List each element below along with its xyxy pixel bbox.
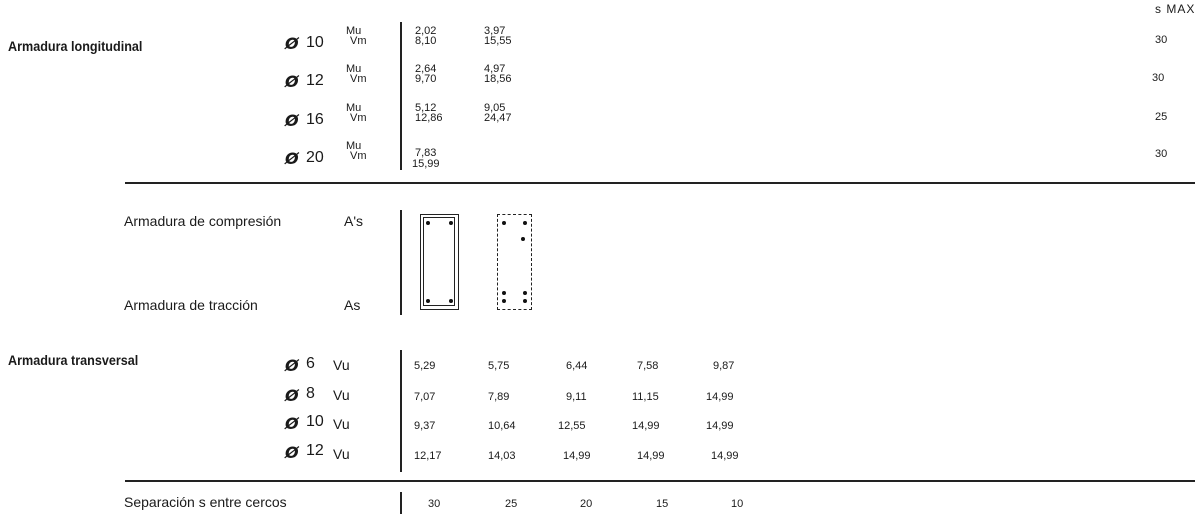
vu-label: Vu <box>333 387 350 403</box>
separation-value: 25 <box>505 498 518 510</box>
vu-value: 14,99 <box>632 420 660 432</box>
vu-value: 6,44 <box>566 360 588 372</box>
vu-value: 11,15 <box>632 391 659 403</box>
diameter: 12 <box>306 72 324 89</box>
diameter: 8 <box>306 385 315 402</box>
diameter: 10 <box>306 34 324 51</box>
phi-symbol: Ø <box>285 386 299 405</box>
rebar-dot <box>521 237 525 241</box>
mu-value: 9,05 <box>484 102 506 114</box>
smax-header: s MAX <box>1155 2 1196 16</box>
diameter: 12 <box>306 442 324 459</box>
vm-label: Vm <box>350 112 367 124</box>
smax-value: 30 <box>1155 148 1168 160</box>
vu-value: 14,99 <box>706 420 734 432</box>
phi-symbol: Ø <box>285 414 299 433</box>
rebar-dot <box>523 291 527 295</box>
vu-value: 14,99 <box>637 450 665 462</box>
separation-value: 10 <box>731 498 744 510</box>
rebar-dot <box>502 299 506 303</box>
vu-value: 9,11 <box>566 391 587 403</box>
rebar-dot <box>426 221 430 225</box>
smax-value: 30 <box>1152 72 1165 84</box>
cross-section-diagram <box>420 214 459 310</box>
mu-value: 4,97 <box>484 63 506 75</box>
column-divider <box>400 492 402 514</box>
phi-symbol: Ø <box>285 34 299 53</box>
rebar-dot <box>502 291 506 295</box>
rebar-dot <box>523 221 527 225</box>
vm-value: 18,56 <box>484 73 512 85</box>
mu-label: Mu <box>346 25 362 37</box>
section-separator <box>125 182 1195 184</box>
vm-value: 15,55 <box>484 35 512 47</box>
vm-value: 8,10 <box>415 35 437 47</box>
separation-value: 20 <box>580 498 593 510</box>
compression-label: Armadura de compresión <box>124 213 282 229</box>
separation-value: 30 <box>428 498 441 510</box>
vu-value: 7,07 <box>414 391 436 403</box>
traction-symbol: As <box>344 297 361 313</box>
vu-value: 10,64 <box>488 420 516 432</box>
vm-value: 12,86 <box>415 112 443 124</box>
separation-value: 15 <box>656 498 669 510</box>
transversal-title: Armadura transversal <box>8 352 139 368</box>
mu-label: Mu <box>346 140 362 152</box>
separation-label: Separación s entre cercos <box>124 494 287 510</box>
vm-label: Vm <box>350 35 367 47</box>
rebar-dot <box>426 299 430 303</box>
vm-value: 24,47 <box>484 112 512 124</box>
vm-label: Vm <box>350 150 367 162</box>
vu-value: 5,29 <box>414 360 436 372</box>
phi-symbol: Ø <box>285 149 299 168</box>
smax-value: 25 <box>1155 111 1168 123</box>
rebar-dot <box>449 221 453 225</box>
mu-value: 5,12 <box>415 102 437 114</box>
column-divider <box>400 210 402 315</box>
vu-value: 12,55 <box>558 420 586 432</box>
mu-value: 2,02 <box>415 25 437 37</box>
vu-label: Vu <box>333 357 350 373</box>
diameter: 6 <box>306 355 315 372</box>
diameter: 10 <box>306 413 324 430</box>
vu-value: 14,03 <box>488 450 516 462</box>
vu-label: Vu <box>333 446 350 462</box>
vu-value: 9,37 <box>414 420 436 432</box>
longitudinal-title: Armadura longitudinal <box>8 38 143 54</box>
vm-label: Vm <box>350 73 367 85</box>
cross-section-diagram <box>497 214 532 310</box>
smax-value: 30 <box>1155 34 1168 46</box>
vu-value: 5,75 <box>488 360 510 372</box>
column-divider <box>400 22 402 170</box>
section-separator <box>125 480 1195 482</box>
vu-value: 14,99 <box>711 450 739 462</box>
compression-symbol: A's <box>344 213 364 229</box>
vu-value: 14,99 <box>706 391 734 403</box>
mu-value: 2,64 <box>415 63 437 75</box>
diameter: 16 <box>306 111 324 128</box>
phi-symbol: Ø <box>285 111 299 130</box>
rebar-dot <box>502 221 506 225</box>
vu-value: 7,58 <box>637 360 659 372</box>
mu-label: Mu <box>346 63 362 75</box>
vu-label: Vu <box>333 416 350 432</box>
phi-symbol: Ø <box>285 72 299 91</box>
vm-value: 9,70 <box>415 73 437 85</box>
vu-value: 14,99 <box>563 450 591 462</box>
stirrup <box>423 217 455 306</box>
traction-label: Armadura de tracción <box>124 297 258 313</box>
column-divider <box>400 350 402 472</box>
phi-symbol: Ø <box>285 356 299 375</box>
mu-value: 3,97 <box>484 25 506 37</box>
vu-value: 12,17 <box>414 450 442 462</box>
mu-value: 7,83 <box>415 147 437 159</box>
rebar-dot <box>449 299 453 303</box>
diameter: 20 <box>306 149 324 166</box>
vu-value: 9,87 <box>713 360 735 372</box>
vu-value: 7,89 <box>488 391 510 403</box>
vm-value: 15,99 <box>412 158 440 170</box>
rebar-dot <box>523 299 527 303</box>
mu-label: Mu <box>346 102 362 114</box>
phi-symbol: Ø <box>285 443 299 462</box>
